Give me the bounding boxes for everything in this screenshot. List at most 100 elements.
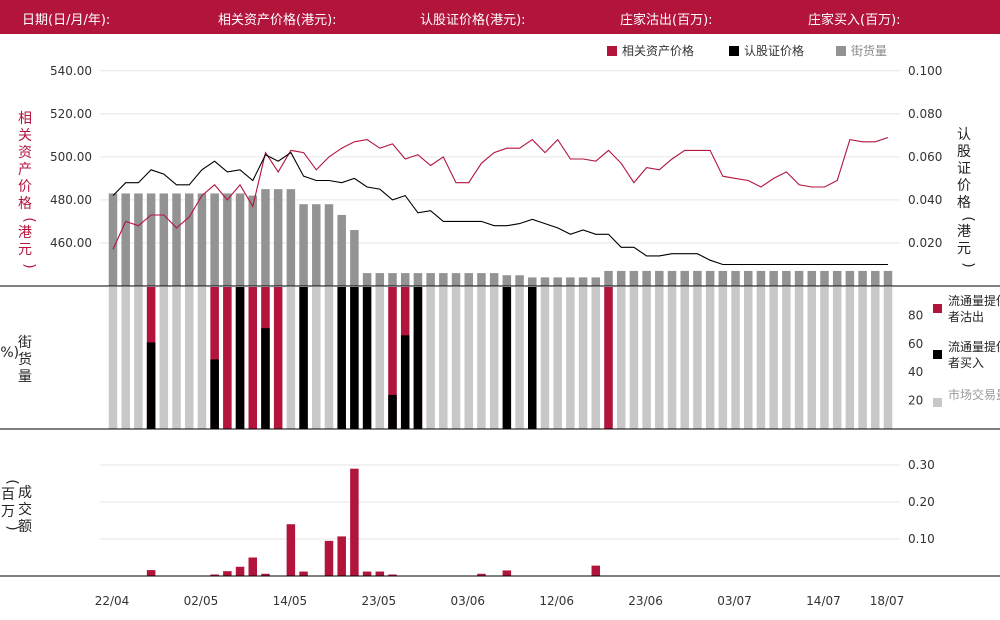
outstanding-bar bbox=[794, 270, 804, 286]
left-tick-label: 520.00 bbox=[50, 107, 92, 121]
market-volume-bar bbox=[312, 287, 321, 429]
market-volume-bar bbox=[464, 287, 473, 429]
market-volume-bar bbox=[451, 287, 461, 429]
dealer-sell-bar bbox=[210, 287, 219, 429]
x-tick-label: 23/06 bbox=[628, 594, 663, 608]
turnover-bar bbox=[337, 536, 346, 576]
outstanding-bar bbox=[273, 189, 283, 286]
turnover-bar bbox=[146, 570, 156, 576]
outstanding-bar bbox=[782, 270, 791, 286]
axis-label-char: ) bbox=[960, 262, 976, 267]
axis-label-char: 港 bbox=[18, 225, 32, 241]
legend-outstanding: 街货量 bbox=[851, 43, 887, 58]
market-volume-bar bbox=[871, 287, 880, 429]
left-tick-label: 500.00 bbox=[50, 150, 92, 164]
dealer-sell-bar bbox=[388, 287, 397, 429]
market-volume-bar bbox=[705, 287, 715, 429]
market-volume-bar bbox=[426, 287, 435, 429]
outstanding-bar bbox=[845, 270, 855, 286]
warrant-price-label: 认股证价格(港元): bbox=[420, 13, 526, 28]
axis-label-char: ( bbox=[960, 216, 976, 221]
outstanding-bar bbox=[832, 270, 842, 286]
dealer-sell-bar bbox=[223, 287, 232, 429]
right-tick-label: 0.080 bbox=[908, 107, 942, 121]
market-volume-bar bbox=[591, 287, 601, 429]
outstanding-bar bbox=[489, 273, 499, 286]
right-tick-label: 0.100 bbox=[908, 64, 942, 78]
warrant-price-line bbox=[112, 151, 888, 266]
outstanding-bar bbox=[159, 193, 169, 286]
outstanding-bar bbox=[223, 193, 232, 286]
dealer-buy-bar bbox=[261, 328, 270, 429]
outstanding-bar bbox=[235, 193, 245, 286]
header-bar: 日期(日/月/年): 相关资产价格(港元): 认股证价格(港元): 庄家沽出(百… bbox=[0, 0, 1000, 34]
dealer-buy-bar bbox=[146, 342, 156, 429]
right-tick-label: 0.020 bbox=[908, 236, 942, 250]
right-tick-label: 0.040 bbox=[908, 193, 942, 207]
asset-price-label: 相关资产价格(港元): bbox=[218, 13, 337, 28]
outstanding-bar bbox=[108, 193, 118, 286]
outstanding-bar bbox=[616, 270, 626, 286]
market-volume-bar bbox=[134, 287, 143, 429]
outstanding-bar bbox=[261, 189, 270, 286]
market-volume-bar bbox=[794, 287, 804, 429]
right-axis-title: 认股证价格 (港元) bbox=[957, 127, 976, 268]
market-volume-bar bbox=[439, 287, 448, 429]
market-volume-bar bbox=[743, 287, 753, 429]
date-label: 日期(日/月/年): bbox=[22, 13, 111, 28]
market-volume-bar bbox=[324, 287, 334, 429]
share-legend-swatch bbox=[933, 304, 942, 313]
market-volume-bar bbox=[159, 287, 169, 429]
outstanding-bar bbox=[667, 270, 677, 286]
share-legend-label: 流通量提供 bbox=[948, 339, 1000, 354]
outstanding-bar bbox=[146, 193, 156, 286]
share-tick-label: 60 bbox=[908, 337, 923, 351]
market-volume-bar bbox=[540, 287, 550, 429]
axis-label-char: 额 bbox=[18, 519, 32, 535]
axis-label-char: 价 bbox=[957, 178, 971, 194]
x-tick-label: 23/05 bbox=[362, 594, 397, 608]
outstanding-bar bbox=[642, 270, 651, 286]
legend-warrant-price: 认股证价格 bbox=[744, 43, 804, 58]
turnover-bar bbox=[324, 540, 334, 576]
turnover-tick-label: 0.30 bbox=[908, 458, 935, 472]
x-tick-label: 12/06 bbox=[539, 594, 574, 608]
turnover-bar bbox=[350, 468, 359, 576]
axis-label-char: 元 bbox=[18, 242, 32, 258]
axis-label-char: 港 bbox=[957, 224, 971, 240]
axis-label-char: 产 bbox=[18, 162, 32, 178]
outstanding-bar bbox=[375, 273, 385, 286]
share-legend-label: 流通量提供 bbox=[948, 293, 1000, 308]
left-tick-label: 540.00 bbox=[50, 64, 92, 78]
share-axis-title: 街货量 bbox=[18, 335, 32, 385]
share-legend-label: 者沽出 bbox=[948, 310, 984, 324]
axis-label-char: 价 bbox=[18, 179, 32, 195]
chart-legend: 相关资产价格 认股证价格 街货量 bbox=[607, 43, 887, 58]
axis-label-char: ) bbox=[4, 525, 20, 530]
market-volume-bar bbox=[883, 287, 893, 429]
market-volume-bar bbox=[108, 287, 118, 429]
turnover-axis-unit-text: (百万) bbox=[1, 479, 20, 530]
market-volume-bar bbox=[782, 287, 791, 429]
dealer-sell-bar bbox=[604, 287, 613, 429]
market-volume-bar bbox=[642, 287, 651, 429]
share-axis-unit: (%) bbox=[0, 345, 19, 361]
share-tick-label: 20 bbox=[908, 394, 923, 408]
axis-label-char: 股 bbox=[957, 144, 971, 160]
market-volume-bar bbox=[667, 287, 677, 429]
outstanding-bar bbox=[743, 270, 753, 286]
share-legend-swatch bbox=[933, 350, 942, 359]
outstanding-bar bbox=[540, 277, 550, 286]
outstanding-bar bbox=[502, 275, 512, 286]
dealer-buy-bar bbox=[413, 287, 423, 429]
axis-label-char: 资 bbox=[18, 145, 32, 161]
outstanding-bar bbox=[172, 193, 181, 286]
outstanding-bar bbox=[464, 273, 473, 286]
turnover-bar bbox=[591, 565, 601, 576]
dealer-buy-bar bbox=[388, 394, 397, 429]
x-tick-label: 14/07 bbox=[806, 594, 841, 608]
outstanding-bar bbox=[337, 214, 346, 286]
dealer-buy-bar bbox=[299, 287, 308, 429]
dealer-buy-bar bbox=[210, 359, 219, 429]
